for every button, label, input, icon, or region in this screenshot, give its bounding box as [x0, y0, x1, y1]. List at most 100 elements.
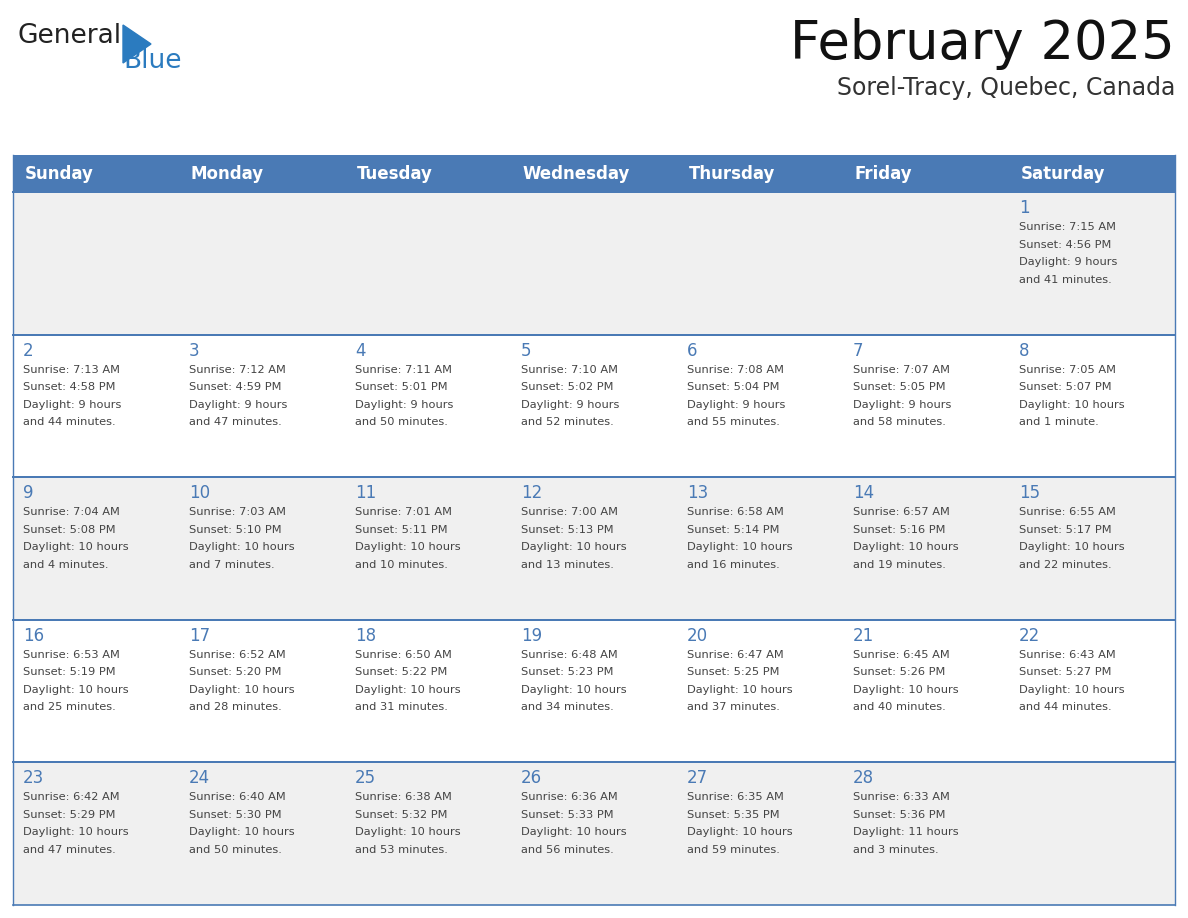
Text: and 52 minutes.: and 52 minutes. [522, 417, 614, 427]
Text: 24: 24 [189, 769, 210, 788]
Text: Sunset: 5:33 PM: Sunset: 5:33 PM [522, 810, 614, 820]
Text: Sunset: 5:25 PM: Sunset: 5:25 PM [687, 667, 779, 677]
Text: Daylight: 10 hours: Daylight: 10 hours [189, 827, 295, 837]
Text: Sunday: Sunday [25, 164, 94, 183]
Text: Daylight: 10 hours: Daylight: 10 hours [1019, 543, 1125, 553]
Bar [511, 192, 677, 334]
Text: Sunrise: 7:03 AM: Sunrise: 7:03 AM [189, 508, 286, 517]
Text: Sunset: 5:20 PM: Sunset: 5:20 PM [189, 667, 282, 677]
Bar [511, 763, 677, 905]
Text: and 47 minutes.: and 47 minutes. [23, 845, 115, 855]
Text: and 37 minutes.: and 37 minutes. [687, 702, 779, 712]
Bar [345, 477, 511, 620]
Text: Daylight: 10 hours: Daylight: 10 hours [522, 543, 626, 553]
Text: Sunrise: 6:50 AM: Sunrise: 6:50 AM [355, 650, 451, 660]
Bar [345, 155, 511, 192]
Bar [345, 763, 511, 905]
Text: 16: 16 [23, 627, 44, 644]
Bar [511, 334, 677, 477]
Bar [1009, 334, 1175, 477]
Bar [13, 763, 179, 905]
Text: Sunrise: 6:58 AM: Sunrise: 6:58 AM [687, 508, 784, 517]
Polygon shape [124, 25, 151, 63]
Text: Thursday: Thursday [689, 164, 776, 183]
Bar [677, 192, 843, 334]
Text: Tuesday: Tuesday [358, 164, 432, 183]
Text: Sunset: 5:27 PM: Sunset: 5:27 PM [1019, 667, 1112, 677]
Text: and 58 minutes.: and 58 minutes. [853, 417, 946, 427]
Text: Sunrise: 6:57 AM: Sunrise: 6:57 AM [853, 508, 950, 517]
Text: and 59 minutes.: and 59 minutes. [687, 845, 779, 855]
Bar [179, 155, 345, 192]
Text: Sunset: 5:32 PM: Sunset: 5:32 PM [355, 810, 448, 820]
Text: and 10 minutes.: and 10 minutes. [355, 560, 448, 570]
Bar [1009, 763, 1175, 905]
Text: Sunset: 5:02 PM: Sunset: 5:02 PM [522, 382, 613, 392]
Text: Daylight: 9 hours: Daylight: 9 hours [355, 399, 454, 409]
Text: 10: 10 [189, 484, 210, 502]
Text: and 55 minutes.: and 55 minutes. [687, 417, 779, 427]
Text: Sunrise: 6:36 AM: Sunrise: 6:36 AM [522, 792, 618, 802]
Text: and 44 minutes.: and 44 minutes. [23, 417, 115, 427]
Text: and 56 minutes.: and 56 minutes. [522, 845, 614, 855]
Text: Sunrise: 6:35 AM: Sunrise: 6:35 AM [687, 792, 784, 802]
Text: 11: 11 [355, 484, 377, 502]
Text: Daylight: 10 hours: Daylight: 10 hours [355, 685, 461, 695]
Text: Sunset: 5:11 PM: Sunset: 5:11 PM [355, 525, 448, 534]
Bar [677, 155, 843, 192]
Text: 17: 17 [189, 627, 210, 644]
Text: and 40 minutes.: and 40 minutes. [853, 702, 946, 712]
Bar [179, 334, 345, 477]
Text: Sorel-Tracy, Quebec, Canada: Sorel-Tracy, Quebec, Canada [836, 76, 1175, 100]
Text: Daylight: 10 hours: Daylight: 10 hours [355, 827, 461, 837]
Text: Sunset: 5:05 PM: Sunset: 5:05 PM [853, 382, 946, 392]
Text: and 25 minutes.: and 25 minutes. [23, 702, 115, 712]
Text: Daylight: 9 hours: Daylight: 9 hours [853, 399, 952, 409]
Text: Daylight: 10 hours: Daylight: 10 hours [853, 685, 959, 695]
Text: Sunset: 4:58 PM: Sunset: 4:58 PM [23, 382, 115, 392]
Bar [1009, 620, 1175, 763]
Text: Sunrise: 6:48 AM: Sunrise: 6:48 AM [522, 650, 618, 660]
Text: Sunset: 5:04 PM: Sunset: 5:04 PM [687, 382, 779, 392]
Bar [511, 155, 677, 192]
Text: February 2025: February 2025 [790, 18, 1175, 70]
Text: Sunrise: 7:05 AM: Sunrise: 7:05 AM [1019, 364, 1116, 375]
Text: and 41 minutes.: and 41 minutes. [1019, 274, 1112, 285]
Text: Sunset: 5:13 PM: Sunset: 5:13 PM [522, 525, 614, 534]
Text: 28: 28 [853, 769, 874, 788]
Text: Sunset: 5:29 PM: Sunset: 5:29 PM [23, 810, 115, 820]
Text: and 13 minutes.: and 13 minutes. [522, 560, 614, 570]
Text: Sunrise: 7:15 AM: Sunrise: 7:15 AM [1019, 222, 1116, 232]
Text: and 50 minutes.: and 50 minutes. [189, 845, 282, 855]
Text: Sunset: 5:07 PM: Sunset: 5:07 PM [1019, 382, 1112, 392]
Text: 8: 8 [1019, 341, 1030, 360]
Text: Wednesday: Wednesday [523, 164, 631, 183]
Text: Sunrise: 7:00 AM: Sunrise: 7:00 AM [522, 508, 618, 517]
Text: Sunset: 5:23 PM: Sunset: 5:23 PM [522, 667, 613, 677]
Text: 23: 23 [23, 769, 44, 788]
Text: 19: 19 [522, 627, 542, 644]
Bar [13, 155, 179, 192]
Bar [843, 477, 1009, 620]
Text: Sunrise: 7:08 AM: Sunrise: 7:08 AM [687, 364, 784, 375]
Text: 7: 7 [853, 341, 864, 360]
Bar [843, 763, 1009, 905]
Text: Daylight: 10 hours: Daylight: 10 hours [522, 827, 626, 837]
Text: 22: 22 [1019, 627, 1041, 644]
Bar [345, 192, 511, 334]
Text: Daylight: 9 hours: Daylight: 9 hours [189, 399, 287, 409]
Text: 15: 15 [1019, 484, 1041, 502]
Bar [677, 620, 843, 763]
Text: and 44 minutes.: and 44 minutes. [1019, 702, 1112, 712]
Text: Daylight: 10 hours: Daylight: 10 hours [687, 543, 792, 553]
Bar [843, 192, 1009, 334]
Text: Sunrise: 6:53 AM: Sunrise: 6:53 AM [23, 650, 120, 660]
Text: Sunrise: 7:10 AM: Sunrise: 7:10 AM [522, 364, 618, 375]
Text: 2: 2 [23, 341, 33, 360]
Text: Daylight: 10 hours: Daylight: 10 hours [23, 543, 128, 553]
Text: Daylight: 10 hours: Daylight: 10 hours [687, 827, 792, 837]
Text: 21: 21 [853, 627, 874, 644]
Text: Daylight: 10 hours: Daylight: 10 hours [687, 685, 792, 695]
Text: Sunset: 5:16 PM: Sunset: 5:16 PM [853, 525, 946, 534]
Bar [677, 334, 843, 477]
